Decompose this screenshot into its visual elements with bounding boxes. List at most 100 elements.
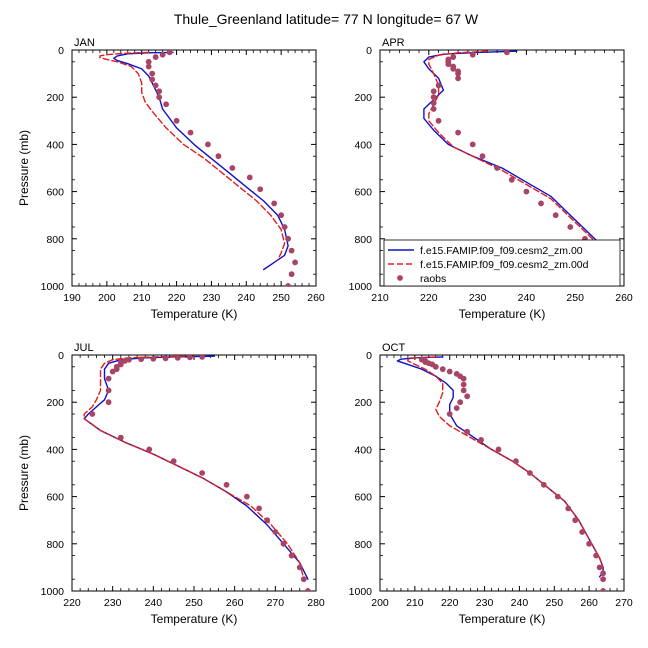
raobs-point (455, 129, 461, 136)
raobs-point (105, 399, 112, 406)
raobs-point (540, 481, 547, 488)
plot-area (99, 50, 298, 286)
raobs-point (280, 540, 287, 547)
raobs-point (453, 405, 460, 411)
y-tick-label: 1000 (41, 586, 65, 598)
raobs-point (272, 529, 279, 535)
raobs-point (159, 51, 166, 58)
raobs-point (174, 355, 181, 361)
raobs-point (288, 271, 295, 278)
raobs-point (149, 70, 156, 77)
y-tick-label: 1000 (349, 281, 373, 293)
raobs-point (430, 106, 437, 112)
plot-area (396, 356, 606, 591)
raobs-point (460, 381, 467, 388)
raobs-point (435, 82, 442, 89)
x-tick-label: 250 (546, 597, 564, 609)
raobs-point (464, 428, 471, 435)
raobs-point (565, 505, 572, 512)
raobs-point (430, 88, 437, 95)
y-tick-label: 600 (46, 492, 64, 504)
y-tick-label: 600 (354, 187, 372, 199)
raobs-point (455, 75, 461, 82)
y-tick-label: 600 (354, 492, 372, 504)
raobs-point (288, 552, 295, 559)
y-tick-label: 400 (354, 444, 372, 456)
x-tick-label: 210 (406, 597, 424, 609)
y-tick-label: 0 (366, 45, 372, 57)
raobs-point (469, 51, 476, 58)
model-00d-line (428, 50, 606, 259)
raobs-point (281, 224, 288, 230)
y-tick-label: 400 (46, 444, 64, 456)
raobs-point (163, 101, 170, 108)
raobs-point (229, 165, 236, 171)
raobs-point (513, 458, 519, 465)
raobs-point (173, 117, 180, 124)
raobs-point (596, 564, 603, 571)
raobs-point (109, 368, 116, 375)
raobs-point (439, 366, 446, 373)
x-tick-label: 200 (98, 292, 116, 304)
raobs-point (199, 355, 206, 360)
raobs-point (600, 588, 606, 591)
raobs-point (586, 540, 593, 547)
figure-title: Thule_Greenland latitude= 77 N longitude… (174, 11, 479, 27)
y-tick-label: 600 (46, 187, 64, 199)
model-00-line (113, 51, 289, 271)
raobs-point (446, 411, 453, 417)
y-tick-label: 800 (354, 234, 372, 246)
x-tick-label: 240 (145, 597, 163, 609)
y-tick-label: 400 (46, 139, 64, 151)
raobs-point (478, 437, 484, 443)
raobs-point (146, 446, 153, 453)
raobs-point (199, 470, 206, 476)
panel-title: OCT (382, 342, 406, 354)
x-tick-label: 250 (272, 292, 290, 304)
raobs-point (205, 141, 211, 148)
legend-marker-raobs (397, 275, 403, 281)
raobs-point (567, 224, 574, 230)
raobs-point (187, 129, 194, 136)
x-tick-label: 270 (615, 597, 633, 609)
model-00d-line (99, 51, 286, 261)
raobs-point (446, 368, 453, 375)
y-tick-label: 200 (354, 397, 372, 409)
panel-2: JUL 220 230 240 250 260 270 280 0 200 400 600 800 100… (17, 342, 325, 626)
panel-title: JUL (74, 342, 94, 354)
raobs-point (292, 259, 298, 266)
raobs-point (264, 517, 271, 524)
raobs-point (288, 247, 295, 254)
model-00-line (423, 50, 611, 259)
plot-area (83, 355, 311, 591)
y-axis-label: Pressure (mb) (17, 130, 31, 206)
x-tick-label: 210 (371, 292, 389, 304)
y-tick-label: 400 (354, 139, 372, 151)
x-axis-label: Temperature (K) (151, 612, 238, 626)
raobs-point (271, 200, 278, 207)
x-tick-label: 230 (476, 597, 494, 609)
y-tick-label: 800 (46, 539, 64, 551)
x-tick-label: 230 (104, 597, 122, 609)
x-tick-label: 220 (63, 597, 81, 609)
raobs-point (117, 434, 124, 441)
raobs-point (300, 576, 307, 583)
raobs-point (152, 82, 159, 89)
raobs-point (460, 375, 467, 382)
raobs-point (503, 50, 510, 56)
raobs-point (145, 58, 152, 65)
x-axis-label: Temperature (K) (151, 307, 238, 321)
raobs-point (156, 88, 163, 95)
raobs-point (285, 283, 292, 286)
raobs-point (430, 94, 437, 101)
raobs-point (156, 94, 163, 101)
raobs-point (526, 470, 533, 476)
x-tick-label: 250 (185, 597, 203, 609)
y-tick-label: 1000 (349, 586, 373, 598)
plot-frame (379, 354, 625, 592)
raobs-point (223, 481, 230, 488)
raobs-point (166, 50, 173, 56)
x-tick-label: 200 (371, 597, 389, 609)
raobs-point (296, 564, 303, 571)
panel-0: JAN 190 200 210 220 230 240 250 260 0 200 400 600 800… (17, 37, 325, 321)
